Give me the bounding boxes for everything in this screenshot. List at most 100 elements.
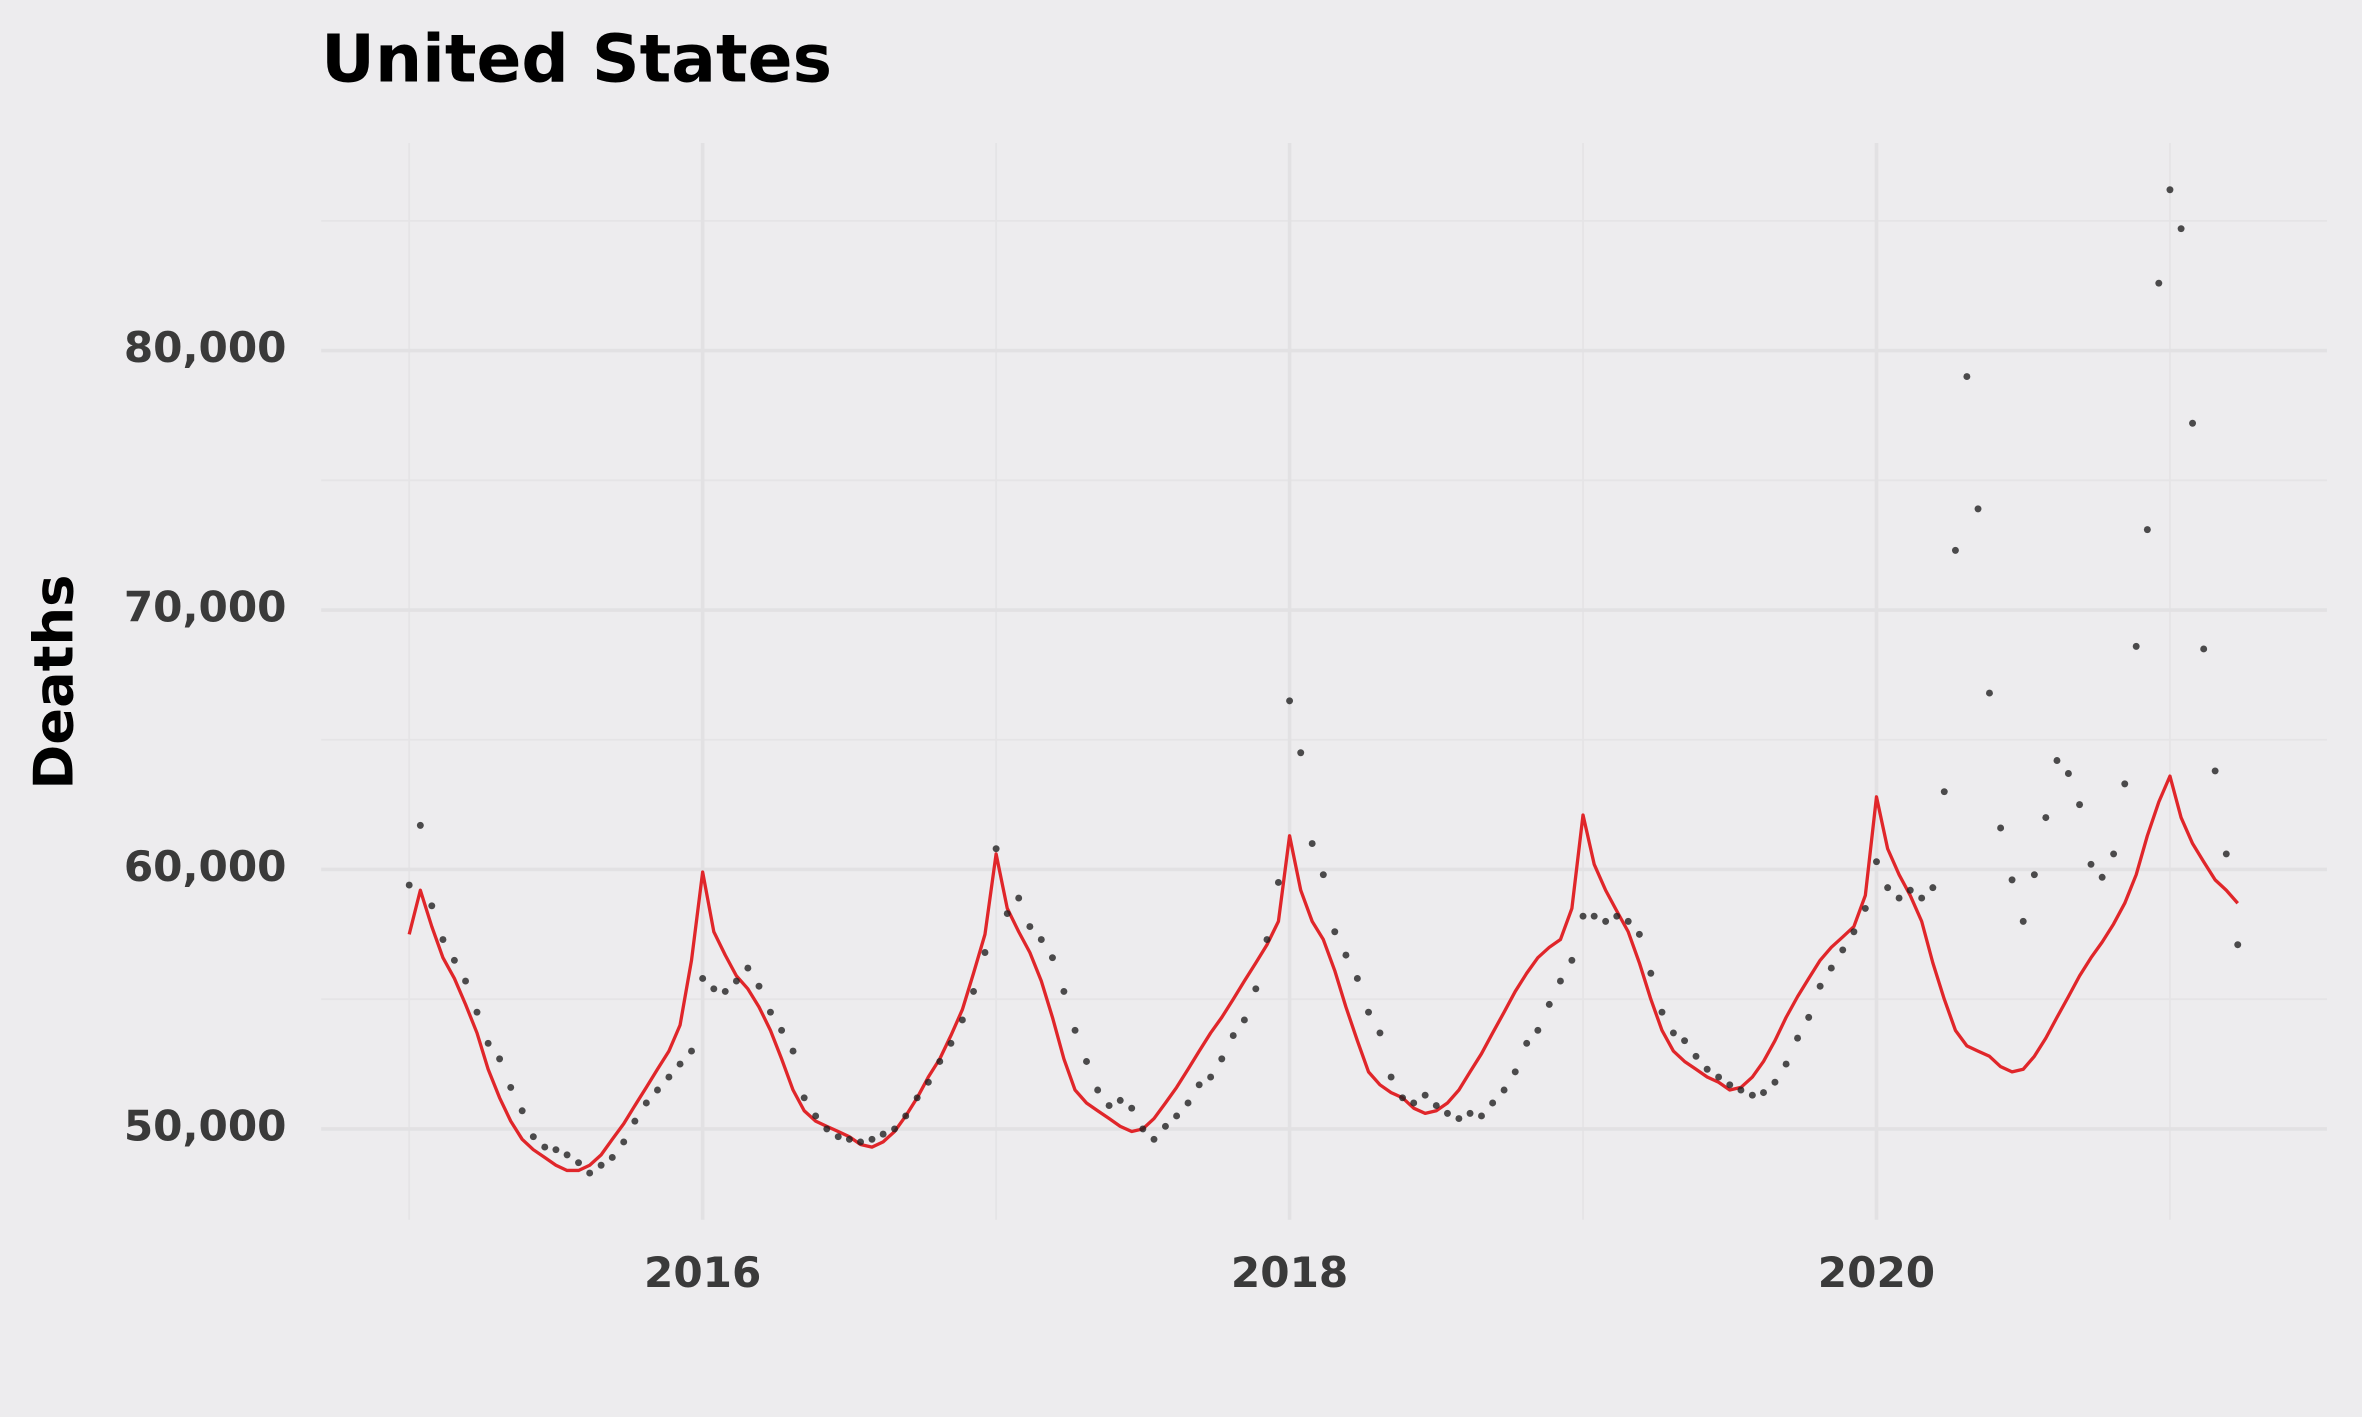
data-point	[2110, 850, 2118, 858]
data-point	[812, 1112, 820, 1120]
data-point	[924, 1078, 932, 1086]
data-point	[1703, 1065, 1711, 1073]
data-point	[1218, 1055, 1226, 1063]
data-point	[1353, 974, 1361, 982]
data-point	[1139, 1125, 1147, 1133]
data-point	[1884, 884, 1892, 892]
data-point	[1071, 1026, 1079, 1034]
data-point	[1105, 1102, 1113, 1110]
data-point	[529, 1133, 537, 1141]
data-point	[484, 1039, 492, 1047]
data-point	[462, 977, 470, 985]
data-point	[2121, 780, 2129, 788]
data-point	[608, 1154, 616, 1161]
data-point	[1839, 946, 1847, 954]
data-point	[1556, 977, 1564, 985]
data-point	[518, 1107, 526, 1115]
data-point	[1590, 912, 1598, 920]
data-point	[1602, 917, 1610, 925]
data-point	[1387, 1073, 1395, 1081]
data-point	[2064, 770, 2072, 777]
data-point	[1873, 858, 1880, 866]
data-point	[857, 1138, 865, 1146]
data-point	[1895, 894, 1903, 902]
data-point	[1771, 1078, 1779, 1086]
data-point	[1748, 1091, 1756, 1099]
data-point	[2087, 860, 2095, 868]
data-point	[1399, 1094, 1407, 1102]
data-point	[2143, 526, 2151, 534]
data-point	[1986, 689, 1993, 697]
y-tick-label: 70,000	[124, 583, 287, 632]
data-point	[642, 1099, 650, 1107]
data-point	[699, 974, 707, 982]
data-point	[665, 1073, 673, 1081]
data-point	[891, 1125, 899, 1133]
data-point	[1161, 1122, 1169, 1130]
data-point	[1048, 954, 1056, 962]
data-point	[586, 1169, 594, 1177]
data-point	[2211, 767, 2219, 775]
data-point	[1342, 951, 1350, 959]
data-point	[1613, 912, 1621, 920]
data-point	[1545, 1000, 1553, 1008]
data-point	[654, 1086, 661, 1094]
data-point	[732, 977, 740, 985]
data-point	[834, 1133, 842, 1141]
data-point	[2189, 419, 2197, 427]
data-point	[823, 1125, 831, 1133]
data-point	[1805, 1013, 1813, 1021]
data-point	[2222, 850, 2230, 858]
data-point	[981, 949, 989, 956]
x-tick-label: 2020	[1818, 1248, 1935, 1297]
data-point	[1726, 1081, 1734, 1089]
data-point	[1669, 1029, 1677, 1037]
data-point	[1128, 1104, 1136, 1112]
data-point	[1579, 912, 1587, 920]
data-point	[1523, 1039, 1531, 1047]
data-point	[1692, 1052, 1700, 1060]
x-tick-label: 2018	[1231, 1248, 1348, 1297]
data-point	[563, 1151, 571, 1159]
data-point	[1794, 1034, 1802, 1042]
data-point	[1940, 788, 1948, 796]
data-point	[1906, 886, 1914, 894]
data-point	[1116, 1096, 1124, 1104]
x-tick-label: 2016	[644, 1248, 761, 1297]
data-point	[755, 982, 763, 990]
data-point	[1715, 1073, 1723, 1081]
data-point	[1850, 928, 1858, 936]
data-point	[1274, 878, 1282, 886]
data-point	[1286, 697, 1294, 705]
data-point	[416, 821, 424, 829]
data-point	[1263, 936, 1271, 944]
data-point	[473, 1008, 481, 1016]
data-point	[1150, 1135, 1158, 1143]
data-point	[1319, 871, 1327, 879]
data-point	[1974, 505, 1982, 513]
data-point	[992, 845, 1000, 853]
data-point	[1929, 884, 1937, 892]
y-tick-label: 50,000	[124, 1101, 287, 1150]
data-point	[1963, 373, 1971, 381]
data-point	[1421, 1091, 1429, 1099]
data-point	[2030, 871, 2038, 879]
data-point	[2234, 941, 2242, 949]
data-point	[868, 1135, 876, 1143]
data-point	[1037, 936, 1045, 944]
data-point	[1443, 1109, 1451, 1117]
data-point	[1376, 1029, 1384, 1037]
data-point	[552, 1146, 560, 1154]
data-point	[902, 1112, 910, 1120]
data-point	[879, 1130, 887, 1138]
data-point	[1240, 1016, 1248, 1024]
data-point	[2053, 757, 2061, 764]
data-point	[620, 1138, 628, 1146]
data-point	[1489, 1099, 1497, 1107]
data-point	[2200, 645, 2208, 653]
data-point	[439, 936, 447, 944]
data-point	[913, 1094, 921, 1102]
data-point	[428, 902, 436, 910]
